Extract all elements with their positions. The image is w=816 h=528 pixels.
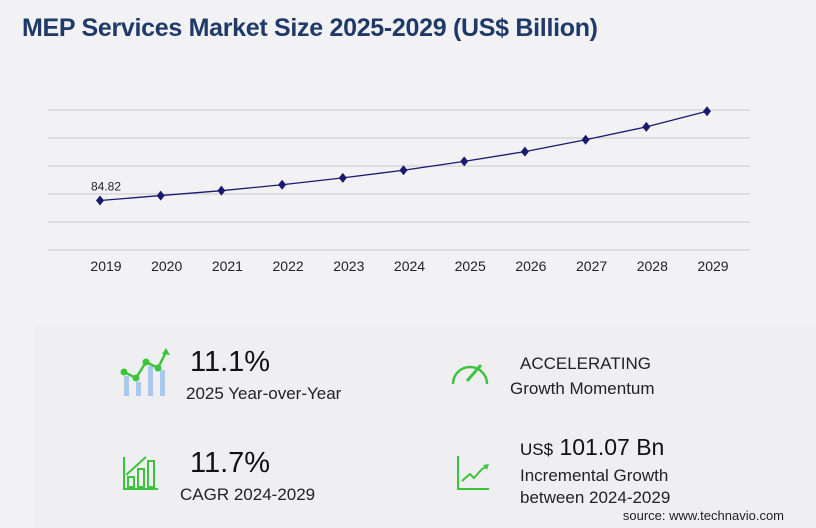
x-tick-label: 2025: [455, 258, 486, 274]
data-point: [278, 179, 287, 190]
incremental-label-2: between 2024-2029: [520, 488, 671, 507]
x-tick-label: 2022: [273, 258, 304, 274]
incremental-value: US$ 101.07 Bn: [520, 434, 664, 461]
cagr-value: 11.7%: [190, 447, 271, 479]
incremental-label-1: Incremental Growth: [520, 466, 669, 485]
data-point: [96, 195, 104, 206]
momentum-value: ACCELERATING: [520, 354, 651, 373]
x-tick-label: 2026: [515, 258, 546, 274]
x-tick-label: 2029: [697, 258, 728, 274]
data-point: [581, 134, 590, 145]
trend-chart-icon: [457, 456, 489, 490]
x-tick-label: 2019: [90, 258, 121, 274]
x-tick-label: 2023: [333, 258, 364, 274]
data-point: [520, 146, 529, 157]
data-point: [460, 156, 469, 167]
data-point: [642, 121, 651, 132]
x-tick-label: 2027: [576, 258, 607, 274]
source-note: source: www.technavio.com: [622, 508, 784, 523]
x-tick-label: 2024: [394, 258, 425, 274]
momentum-label: Growth Momentum: [510, 379, 655, 398]
incremental-amount: 101.07 Bn: [559, 434, 665, 460]
data-point: [399, 165, 408, 176]
data-point: [703, 106, 711, 117]
cagr-label: CAGR 2024-2029: [180, 485, 316, 504]
line-chart: 2019 2020 2021 2022 2023 2024 2025 2026 2027 2028…: [48, 106, 750, 274]
currency-prefix: US$: [520, 440, 554, 459]
x-tick-label: 2020: [151, 258, 182, 274]
bar-chart-icon: [123, 456, 158, 490]
series-line: [99, 110, 708, 202]
data-label: 84.82: [91, 180, 121, 194]
speedometer-icon: [451, 364, 489, 385]
yoy-value: 11.1%: [190, 346, 271, 378]
bar-line-growth-icon: [120, 348, 170, 396]
x-tick-label: 2021: [212, 258, 243, 274]
stats-panel: [34, 326, 816, 528]
x-tick-label: 2028: [637, 258, 668, 274]
chart-title: MEP Services Market Size 2025-2029 (US$ …: [22, 14, 598, 42]
data-point: [156, 190, 165, 201]
data-point: [338, 172, 347, 183]
data-point: [217, 185, 226, 196]
yoy-label: 2025 Year-over-Year: [186, 384, 342, 403]
